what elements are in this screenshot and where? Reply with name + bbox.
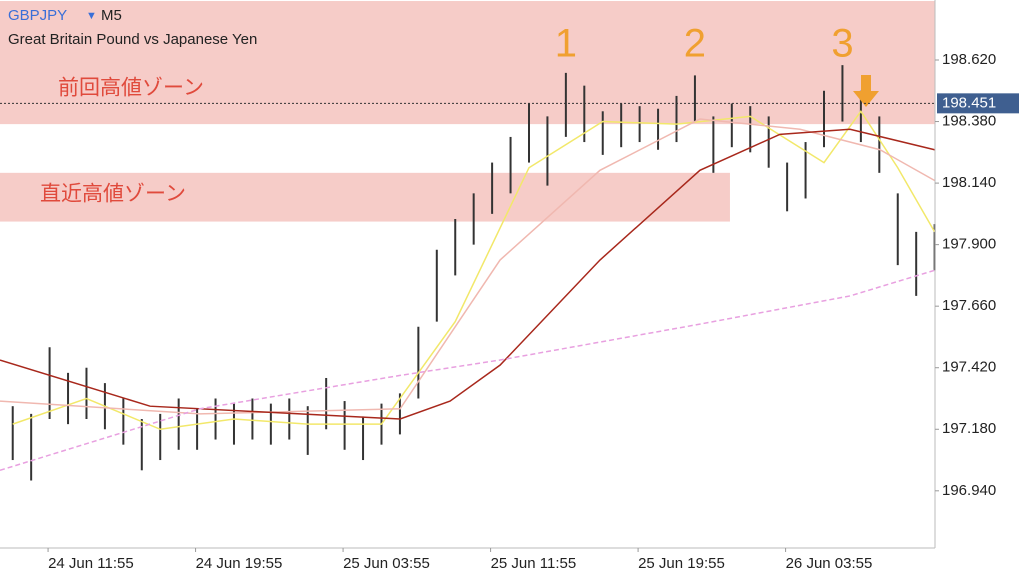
zone <box>0 1 935 125</box>
zone <box>0 172 730 222</box>
symbol-dropdown[interactable]: ▼ <box>86 10 97 22</box>
peak-number: 3 <box>831 22 853 66</box>
down-arrow <box>853 75 879 107</box>
moving-average <box>0 118 935 415</box>
y-tick-label: 197.180 <box>942 420 996 437</box>
moving-average <box>0 269 935 472</box>
x-tick-label: 24 Jun 19:55 <box>196 555 283 572</box>
y-tick-label: 197.660 <box>942 297 996 314</box>
symbol[interactable]: GBPJPY <box>8 7 67 24</box>
x-tick-label: 24 Jun 11:55 <box>48 555 134 572</box>
peak-number: 1 <box>555 22 577 66</box>
x-tick-label: 25 Jun 19:55 <box>638 555 725 572</box>
y-tick-label: 196.940 <box>942 482 996 499</box>
x-tick-label: 26 Jun 03:55 <box>786 555 873 572</box>
y-tick-label: 197.900 <box>942 236 996 253</box>
subtitle: Great Britain Pound vs Japanese Yen <box>8 31 257 48</box>
timeframe[interactable]: M5 <box>101 7 122 24</box>
y-tick-label: 198.380 <box>942 113 996 130</box>
x-tick-label: 25 Jun 03:55 <box>343 555 430 572</box>
plot <box>0 65 936 481</box>
moving-average <box>0 128 935 420</box>
zone-label: 前回高値ゾーン <box>58 77 204 100</box>
zone-label: 直近高値ゾーン <box>40 183 186 206</box>
y-tick-label: 197.420 <box>942 359 996 376</box>
peak-number: 2 <box>684 22 706 66</box>
current-price-label: 198.451 <box>942 94 996 111</box>
moving-average <box>12 109 936 431</box>
current-price-box <box>937 93 1019 114</box>
y-tick-label: 198.620 <box>942 51 996 68</box>
x-tick-label: 25 Jun 11:55 <box>491 555 577 572</box>
y-tick-label: 198.140 <box>942 174 996 191</box>
